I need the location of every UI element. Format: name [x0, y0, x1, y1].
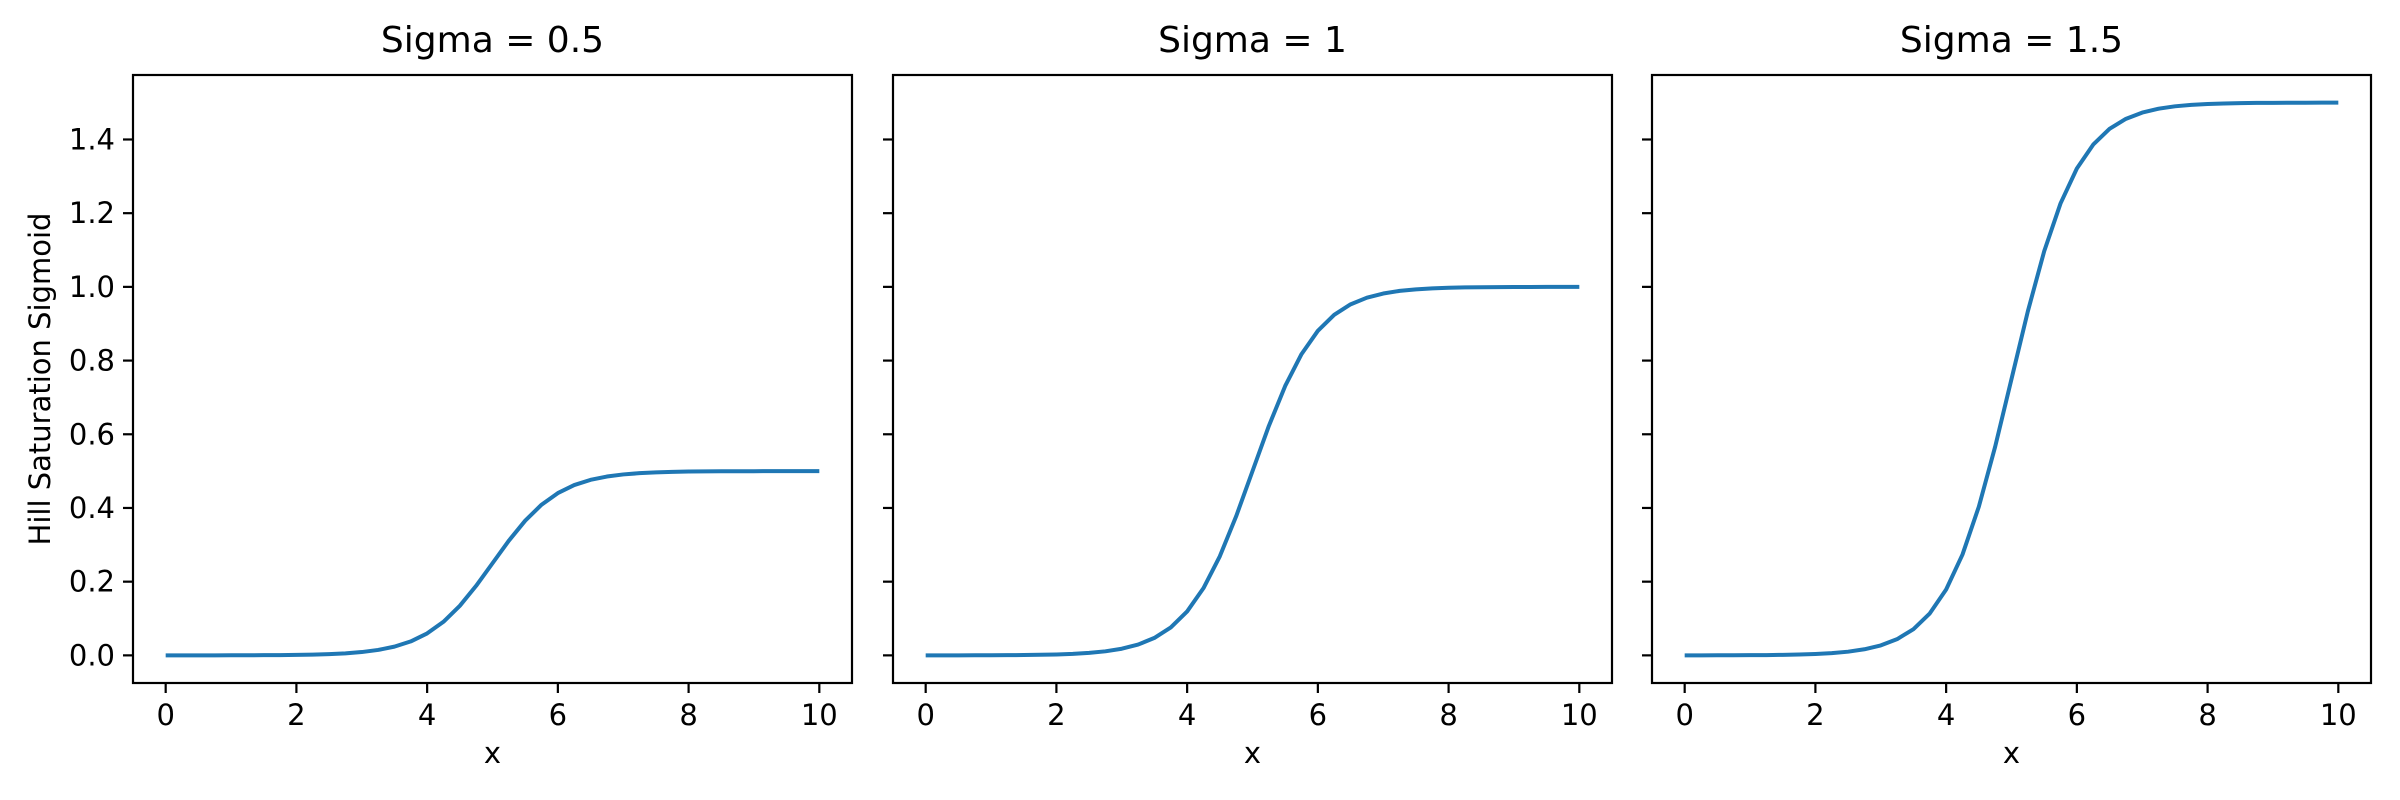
- y-tick-label: 0.8: [69, 344, 115, 378]
- y-tick-label: 0.6: [69, 417, 115, 451]
- subplot-title-sigma-1: Sigma = 1: [1158, 20, 1347, 61]
- x-tick-label: 2: [1047, 698, 1065, 732]
- x-tick-label: 6: [549, 698, 567, 732]
- x-tick-label: 6: [1309, 698, 1327, 732]
- y-tick-label: 0.0: [69, 638, 115, 672]
- x-tick-label: 8: [2198, 698, 2216, 732]
- y-axis-label: Hill Saturation Sigmoid: [23, 212, 57, 546]
- plot-area-sigma-0.5: 0 2 4 6 8 10 0.0 0.2 0.4 0.6 0.8 1.0 1.2 1.4: [69, 73, 854, 732]
- x-tick-label: 4: [418, 698, 436, 732]
- x-tick-label: 0: [1675, 698, 1693, 732]
- x-axis-label-1: x: [483, 736, 502, 770]
- y-tick-label: 1.0: [69, 270, 115, 304]
- y-tick-label: 0.2: [69, 565, 115, 599]
- x-tick-label: 8: [1439, 698, 1457, 732]
- x-tick-label: 0: [156, 698, 174, 732]
- axes-frame: [131, 73, 854, 685]
- x-tick-label: 0: [916, 698, 934, 732]
- x-axis-label-3: x: [2002, 736, 2021, 770]
- curve-sigma-1.5: [1684, 100, 2339, 658]
- curve-sigma-0.5: [165, 469, 820, 658]
- x-tick-label: 4: [1178, 698, 1196, 732]
- subplot-title-sigma-0.5: Sigma = 0.5: [380, 20, 605, 61]
- y-tick-label: 1.2: [69, 196, 115, 230]
- x-tick-label: 8: [679, 698, 697, 732]
- curve-sigma-1: [925, 284, 1580, 658]
- subplot-title-sigma-1.5: Sigma = 1.5: [1899, 20, 2124, 61]
- axes-frame: [1650, 73, 2373, 685]
- x-tick-label: 10: [1561, 698, 1598, 732]
- y-tick-label: 0.4: [69, 491, 115, 525]
- axes-frame: [891, 73, 1614, 685]
- y-tick-label: 1.4: [69, 122, 115, 156]
- plot-area-sigma-1: 0 2 4 6 8 10: [883, 73, 1614, 732]
- x-tick-label: 2: [287, 698, 305, 732]
- x-tick-label: 10: [801, 698, 838, 732]
- x-tick-label: 6: [2068, 698, 2086, 732]
- x-tick-label: 4: [1937, 698, 1955, 732]
- plot-area-sigma-1.5: 0 2 4 6 8 10: [1642, 73, 2373, 732]
- x-tick-label: 2: [1806, 698, 1824, 732]
- x-tick-label: 10: [2320, 698, 2357, 732]
- x-axis-label-2: x: [1243, 736, 1262, 770]
